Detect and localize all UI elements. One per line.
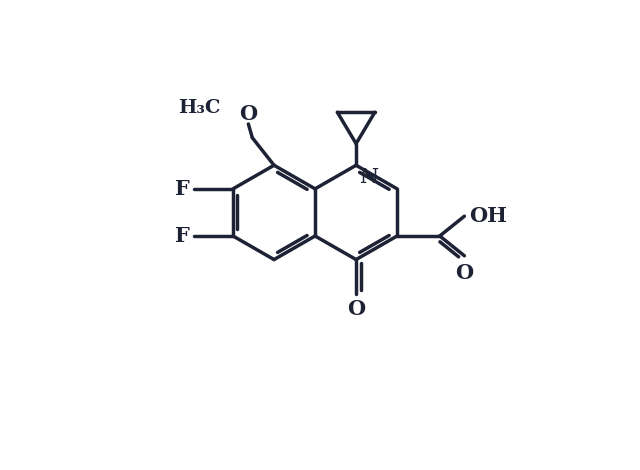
Text: H₃C: H₃C	[179, 99, 221, 118]
Text: O: O	[239, 104, 257, 124]
Text: N: N	[359, 167, 378, 187]
Text: O: O	[455, 263, 474, 282]
Text: O: O	[347, 299, 365, 320]
Text: F: F	[175, 179, 190, 199]
Text: F: F	[175, 226, 190, 246]
Text: OH: OH	[469, 206, 508, 226]
